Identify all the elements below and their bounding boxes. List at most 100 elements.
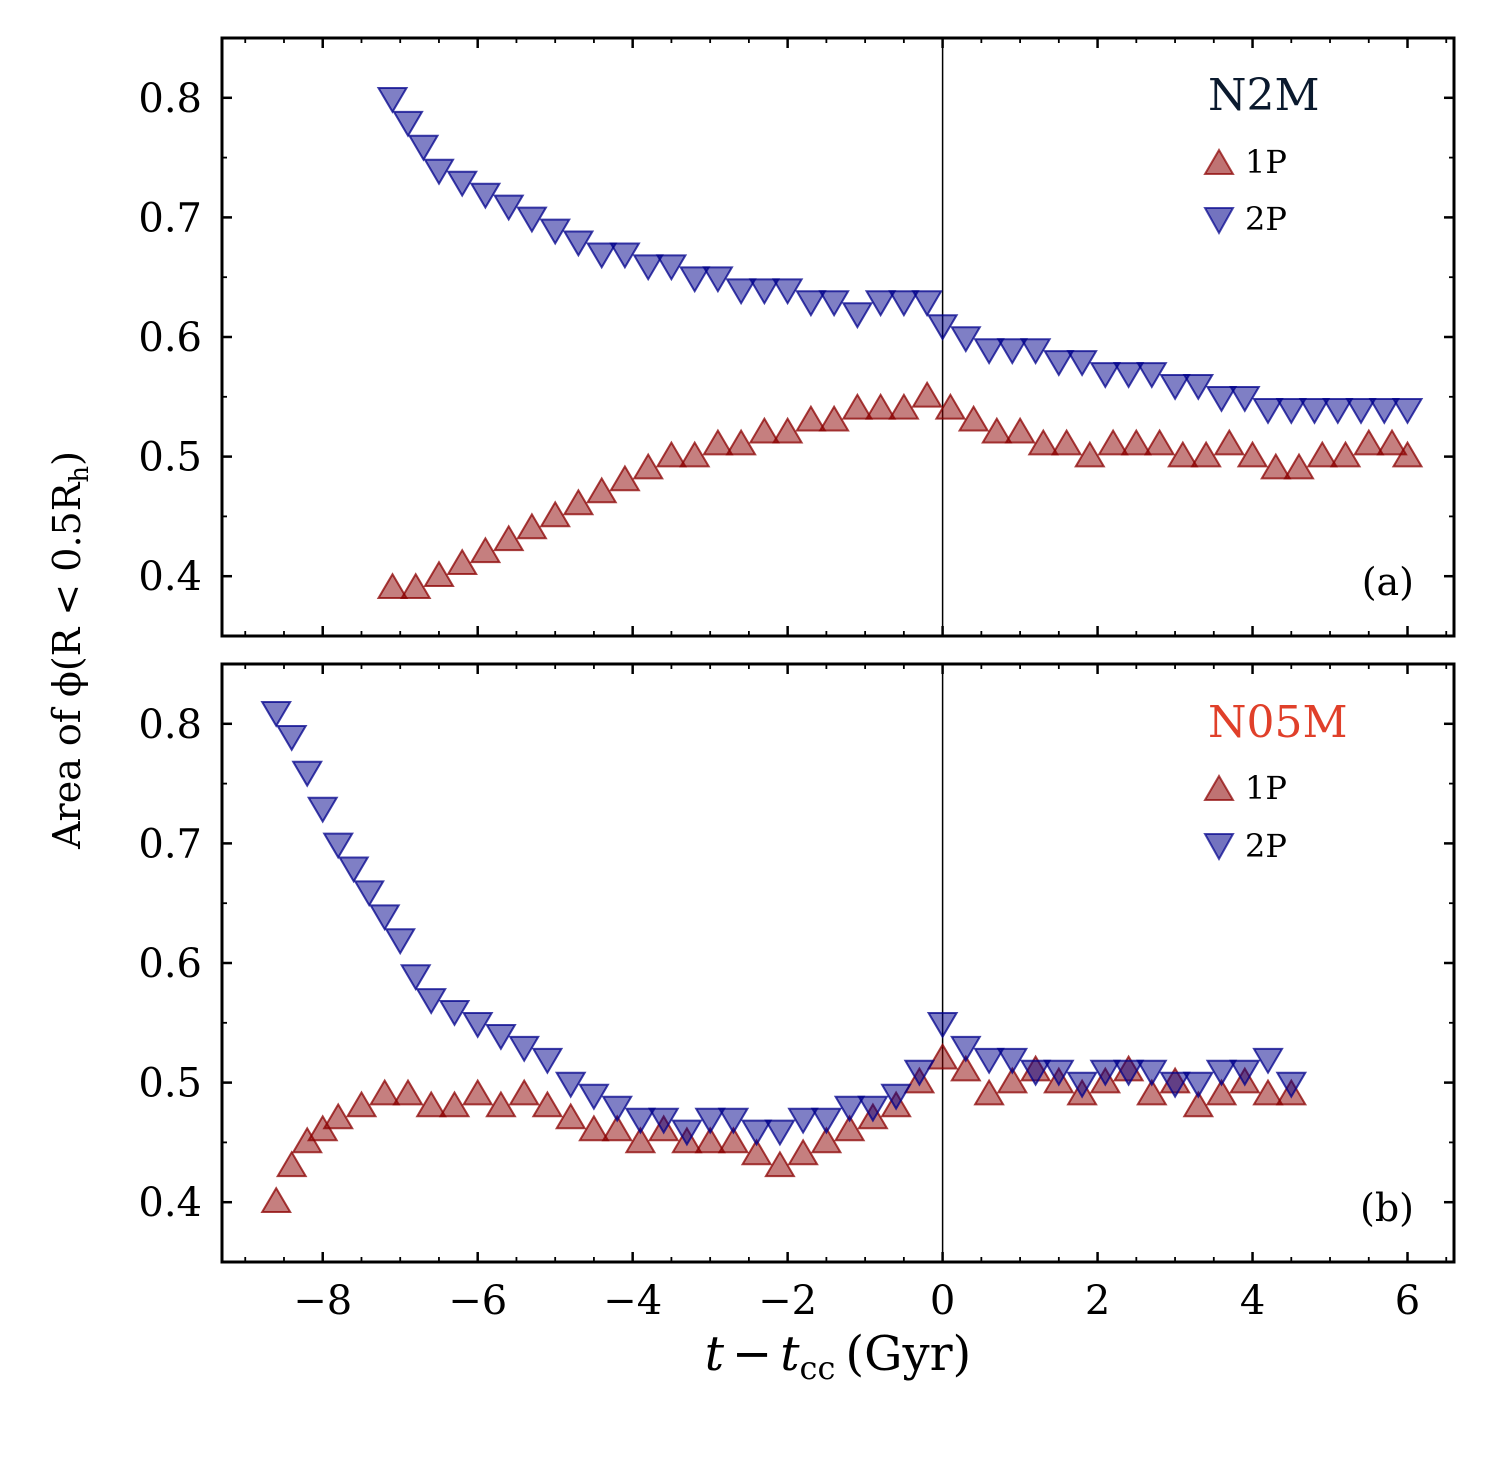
y-axis-label: Area of ϕ(R < 0.5Rh) [45,451,95,850]
data-point-2p [1322,398,1354,425]
data-point-2p [1229,1059,1261,1087]
x-axis-label-unit: (Gyr) [845,1326,971,1382]
data-point-1p [694,1126,726,1154]
data-point-2p [508,1035,540,1063]
data-point-2p [1112,362,1145,389]
data-point-1p [260,1186,292,1213]
data-point-1p [539,500,571,528]
data-point-2p [671,1119,703,1147]
data-point-2p [469,182,502,210]
data-point-1p [632,452,664,480]
data-point-1p [1376,428,1408,456]
legend-label-1p-a: 1P [1245,143,1287,181]
data-point-1p [1190,440,1222,468]
data-point-1p [795,404,827,432]
data-point-1p [740,1138,773,1166]
data-point-1p [702,428,734,456]
data-point-1p [1205,1078,1238,1106]
x-tick-label: −4 [603,1278,662,1324]
data-point-2p [291,760,323,788]
y-tick-label: 0.7 [138,821,202,867]
data-point-1p [787,1138,819,1166]
y-tick-label: 0.6 [138,941,202,987]
data-point-1p [911,380,943,408]
data-point-1p [764,1150,796,1178]
data-point-1p [492,524,525,552]
data-point-2p [384,928,416,956]
data-point-2p [1089,1059,1122,1087]
data-point-2p [1275,398,1308,425]
x-axis-label-t2: t [780,1326,800,1382]
data-point-1p [1097,428,1129,456]
data-point-2p [562,230,595,258]
data-point-2p [368,904,401,932]
data-point-1p [485,1090,517,1118]
data-point-2p [678,266,711,294]
data-point-2p [485,1024,517,1051]
data-point-1p [345,1090,378,1118]
data-point-2p [260,701,292,728]
data-point-2p [601,1095,633,1123]
data-point-2p [492,194,525,222]
data-point-2p [1252,398,1284,425]
data-point-2p [1205,386,1238,413]
data-point-1p [1136,1078,1168,1106]
data-point-1p [1260,452,1292,480]
x-axis-label-subscript: cc [800,1349,836,1387]
x-tick-label: 6 [1395,1278,1420,1324]
y-tick-label: 0.5 [138,435,202,481]
data-point-2p [717,1107,750,1135]
data-point-1p [748,416,781,444]
data-point-1p [841,392,874,420]
series-2p-a [376,87,1424,425]
data-point-1p [275,1150,308,1178]
x-axis-label: t − tcc (Gyr) [705,1326,972,1387]
data-point-2p [911,290,943,318]
data-point-2p [748,278,781,306]
data-point-1p [981,416,1013,444]
data-point-2p [864,290,897,318]
data-point-2p [1182,1071,1215,1099]
data-point-1p [833,1114,866,1142]
data-point-1p [585,476,618,504]
data-point-1p [368,1078,401,1106]
panel-label-b: (b) [1360,1186,1414,1230]
data-point-2p [810,1107,843,1135]
data-point-2p [1019,338,1052,365]
data-point-2p [833,1095,866,1123]
data-point-2p [399,964,432,991]
data-point-1p [562,488,595,516]
data-point-2p [306,796,339,824]
data-point-1p [810,1126,843,1154]
data-point-1p [1143,428,1176,456]
data-point-2p [1066,350,1098,377]
data-point-2p [1182,374,1215,401]
data-point-1p [516,512,548,540]
plot-frame-a [220,36,1456,638]
data-point-1p [1182,1090,1215,1118]
x-tick-label: 0 [930,1278,955,1324]
data-point-1p [926,1042,959,1070]
data-point-2p [1089,362,1122,389]
data-point-2p [438,1000,471,1027]
panel-b: 0.40.50.60.70.8 −8 −6 −4 −2 0 2 4 6 N05M 1P 2P … [138,662,1456,1324]
data-point-1p [578,1114,610,1142]
legend-marker-1p-a [1203,148,1235,175]
data-point-1p [624,1126,657,1154]
y-tick-label: 0.4 [138,554,202,600]
x-tick-label: −6 [448,1278,507,1324]
data-point-2p [973,338,1005,365]
data-point-1p [1252,1078,1284,1106]
data-point-1p [1329,440,1362,468]
data-point-2p [1136,362,1168,389]
data-point-2p [764,1119,796,1147]
y-axis-label-main: Area of ϕ(R < 0.5R [45,481,89,850]
data-point-2p [1205,1059,1238,1087]
x-tick-label: −2 [758,1278,817,1324]
data-point-2p [392,110,424,138]
data-point-2p [1345,398,1377,425]
data-point-2p [531,1047,564,1075]
data-point-1p [508,1078,540,1106]
series-1p-a [376,380,1424,599]
